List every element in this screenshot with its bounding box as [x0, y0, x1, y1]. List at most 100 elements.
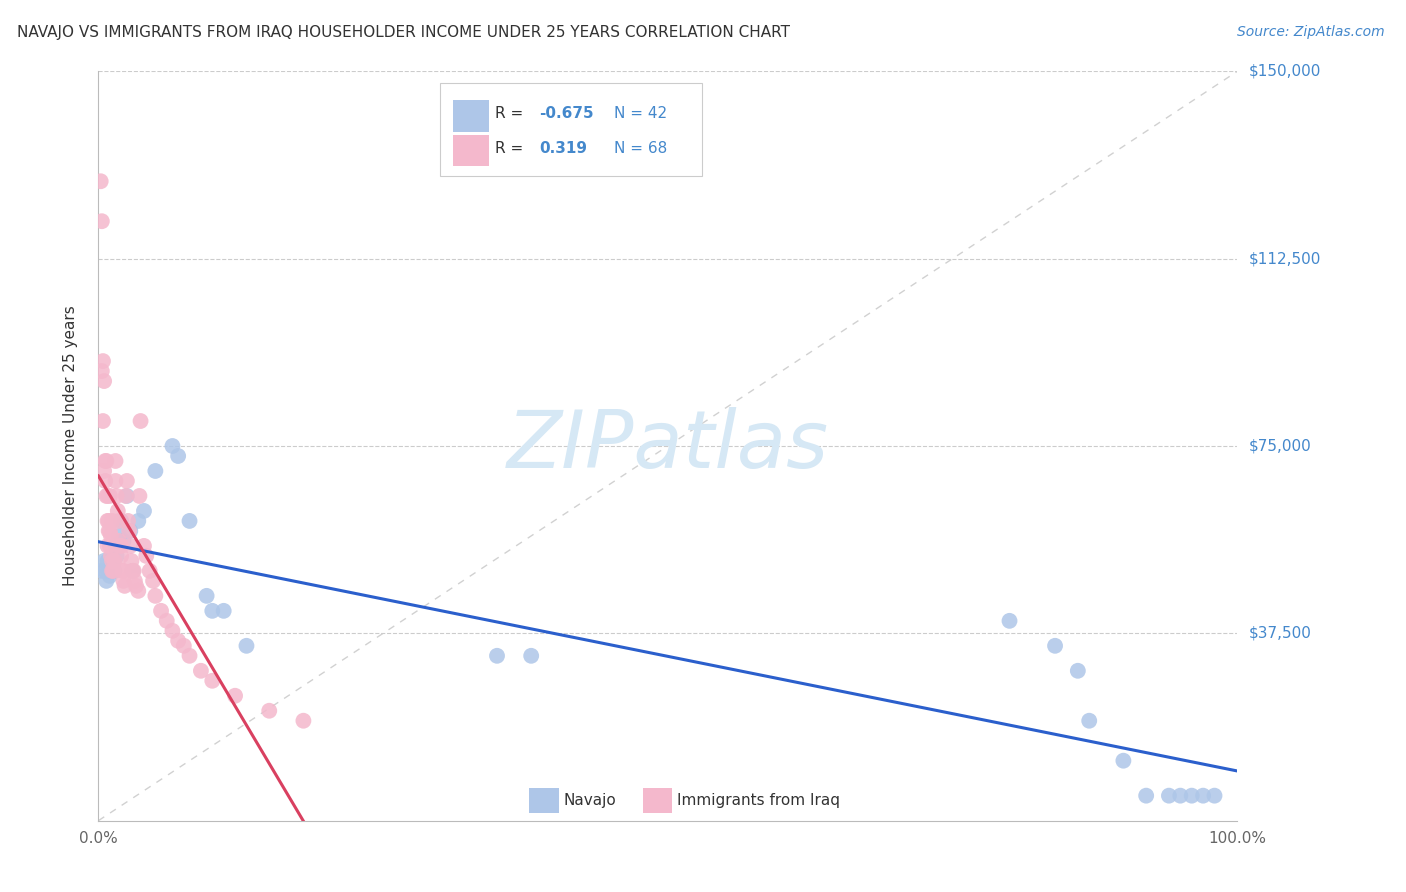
- Point: [111, 564, 134, 578]
- Text: R =: R =: [495, 141, 527, 156]
- Point: [520, 648, 543, 663]
- Point: [94, 474, 117, 488]
- Text: -0.675: -0.675: [538, 106, 593, 121]
- Y-axis label: Householder Income Under 25 years: Householder Income Under 25 years: [63, 306, 77, 586]
- Point: [101, 514, 124, 528]
- Point: [259, 704, 281, 718]
- Point: [114, 579, 136, 593]
- Text: Navajo: Navajo: [562, 793, 616, 808]
- Point: [128, 489, 150, 503]
- Point: [97, 524, 120, 538]
- Point: [98, 489, 121, 503]
- Point: [104, 454, 127, 468]
- Point: [108, 529, 131, 543]
- Point: [112, 574, 135, 588]
- Text: N = 68: N = 68: [614, 141, 668, 156]
- Text: NAVAJO VS IMMIGRANTS FROM IRAQ HOUSEHOLDER INCOME UNDER 25 YEARS CORRELATION CHA: NAVAJO VS IMMIGRANTS FROM IRAQ HOUSEHOLD…: [17, 25, 790, 40]
- Point: [1192, 789, 1215, 803]
- Point: [101, 564, 124, 578]
- Point: [91, 414, 114, 428]
- Point: [117, 514, 139, 528]
- Point: [98, 569, 121, 583]
- Point: [179, 514, 201, 528]
- Point: [103, 564, 125, 578]
- Point: [162, 439, 184, 453]
- Point: [103, 554, 125, 568]
- Point: [103, 564, 125, 578]
- Point: [167, 449, 190, 463]
- Point: [115, 474, 138, 488]
- Point: [96, 539, 118, 553]
- Text: N = 42: N = 42: [614, 106, 668, 121]
- Point: [100, 529, 122, 543]
- FancyBboxPatch shape: [453, 135, 489, 167]
- Point: [129, 414, 152, 428]
- Point: [108, 539, 131, 553]
- Point: [135, 549, 157, 563]
- Point: [1112, 754, 1135, 768]
- Text: ZIPatlas: ZIPatlas: [506, 407, 830, 485]
- Point: [96, 574, 118, 588]
- Point: [110, 514, 132, 528]
- Point: [138, 564, 160, 578]
- Point: [1043, 639, 1066, 653]
- Point: [96, 554, 118, 568]
- Text: $150,000: $150,000: [1249, 64, 1320, 78]
- Point: [96, 489, 118, 503]
- Point: [110, 549, 132, 563]
- Point: [97, 564, 120, 578]
- Point: [112, 564, 135, 578]
- Point: [212, 604, 235, 618]
- Point: [120, 554, 142, 568]
- Point: [167, 633, 190, 648]
- Point: [93, 554, 115, 568]
- Point: [1135, 789, 1157, 803]
- Point: [118, 524, 141, 538]
- Point: [96, 514, 118, 528]
- Point: [94, 564, 117, 578]
- Point: [150, 604, 173, 618]
- Point: [195, 589, 218, 603]
- Point: [93, 464, 115, 478]
- Point: [105, 489, 128, 503]
- Text: $37,500: $37,500: [1249, 626, 1312, 640]
- Point: [90, 174, 112, 188]
- Point: [292, 714, 315, 728]
- Text: 0.319: 0.319: [538, 141, 588, 156]
- Point: [120, 539, 142, 553]
- Point: [145, 464, 167, 478]
- Point: [114, 489, 136, 503]
- Point: [1078, 714, 1101, 728]
- Point: [108, 514, 131, 528]
- Point: [142, 574, 165, 588]
- Point: [121, 564, 143, 578]
- Point: [173, 639, 195, 653]
- Point: [97, 514, 120, 528]
- Point: [107, 504, 129, 518]
- Point: [108, 533, 131, 548]
- Point: [90, 214, 112, 228]
- Point: [1067, 664, 1090, 678]
- Point: [235, 639, 257, 653]
- Point: [90, 564, 112, 578]
- Point: [179, 648, 201, 663]
- Point: [110, 539, 132, 553]
- Point: [91, 354, 114, 368]
- Point: [1157, 789, 1180, 803]
- Text: $75,000: $75,000: [1249, 439, 1312, 453]
- Point: [101, 554, 124, 568]
- Point: [115, 489, 138, 503]
- Point: [127, 514, 149, 528]
- Text: Source: ZipAtlas.com: Source: ZipAtlas.com: [1237, 25, 1385, 39]
- Point: [156, 614, 179, 628]
- FancyBboxPatch shape: [643, 788, 672, 814]
- Point: [98, 539, 121, 553]
- Point: [100, 549, 122, 563]
- Point: [120, 524, 142, 538]
- Point: [125, 579, 148, 593]
- Text: Immigrants from Iraq: Immigrants from Iraq: [676, 793, 839, 808]
- FancyBboxPatch shape: [453, 101, 489, 132]
- Point: [101, 564, 124, 578]
- Point: [1204, 789, 1226, 803]
- Text: $112,500: $112,500: [1249, 252, 1320, 266]
